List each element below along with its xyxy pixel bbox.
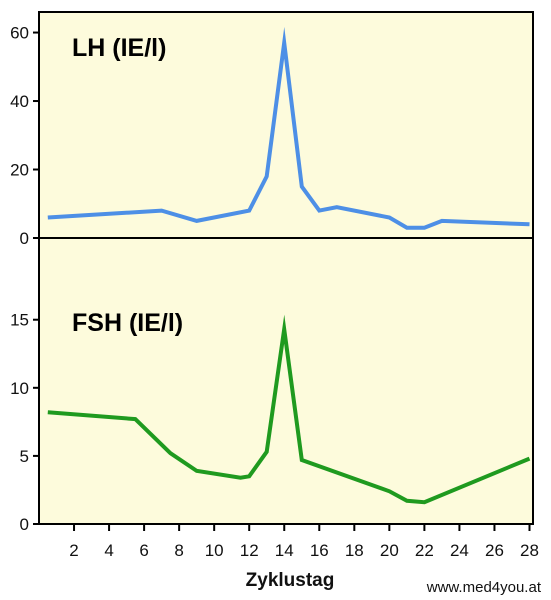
lh-panel-title: LH (IE/l) (72, 34, 166, 62)
x-tick-label: 22 (415, 541, 434, 560)
fsh-y-tick-label: 5 (20, 447, 29, 466)
x-tick-label: 2 (69, 541, 78, 560)
x-tick-label: 6 (139, 541, 148, 560)
x-tick-label: 4 (104, 541, 113, 560)
x-tick-label: 20 (380, 541, 399, 560)
x-tick-label: 14 (275, 541, 294, 560)
fsh-panel-title: FSH (IE/l) (72, 309, 183, 337)
x-tick-label: 16 (310, 541, 329, 560)
x-tick-label: 28 (520, 541, 539, 560)
x-tick-label: 26 (485, 541, 504, 560)
lh-y-tick-label: 60 (10, 24, 29, 43)
lh-series-line (47, 26, 530, 230)
x-tick-label: 12 (240, 541, 259, 560)
lh-y-tick-label: 40 (10, 92, 29, 111)
lh-y-tick-label: 0 (20, 229, 29, 248)
fsh-y-tick-label: 15 (10, 311, 29, 330)
x-axis: 2 4 6 8 10 12 14 16 18 20 22 24 26 28 (69, 524, 539, 560)
x-tick-label: 24 (450, 541, 469, 560)
fsh-y-tick-label: 10 (10, 379, 29, 398)
x-tick-label: 10 (205, 541, 224, 560)
fsh-y-tick-label: 0 (20, 515, 29, 534)
x-tick-label: 8 (174, 541, 183, 560)
fsh-panel: FSH (IE/l) 0 5 10 15 (10, 309, 531, 534)
x-axis-title: Zyklustag (246, 570, 335, 591)
lh-panel: LH (IE/l) 0 20 40 60 (10, 24, 530, 248)
plot-background (38, 11, 534, 525)
fsh-series-line (47, 314, 531, 505)
lh-y-tick-label: 20 (10, 161, 29, 180)
credit-text: www.med4you.at (426, 579, 542, 596)
x-tick-label: 18 (345, 541, 364, 560)
